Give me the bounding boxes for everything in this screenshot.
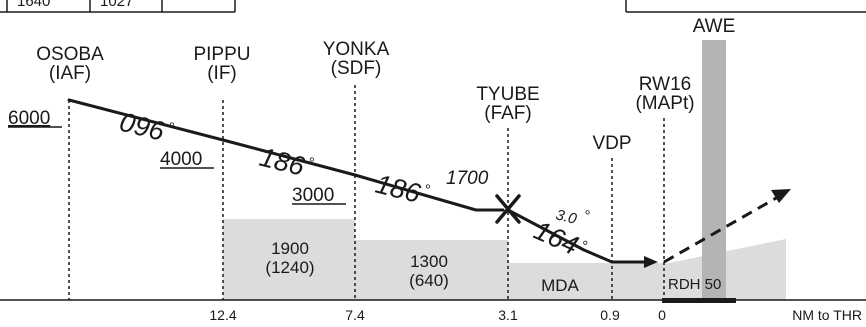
fix-role-osoba: (IAF) (49, 63, 91, 84)
svg-text:°: ° (306, 154, 316, 172)
distance-label: 12.4 (209, 307, 236, 323)
svg-text:096: 096 (117, 107, 169, 147)
terrain-block (612, 263, 664, 300)
fix-role-yonka: (SDF) (331, 58, 382, 79)
terrain-height: 1900 (271, 239, 309, 258)
terrain-height: 1300 (410, 252, 448, 271)
terrain-block (355, 240, 508, 300)
faf-cross-icon (495, 194, 521, 224)
distance-label: 3.1 (498, 307, 518, 323)
fix-role-tyube: (FAF) (484, 103, 532, 124)
distance-label: 7.4 (345, 307, 365, 323)
missed-approach-path (663, 195, 779, 264)
svg-text:186: 186 (373, 169, 425, 209)
segment-faf-mapt (506, 208, 650, 264)
svg-text:186: 186 (257, 142, 309, 182)
fix-name-vdp: VDP (592, 133, 631, 154)
fix-name-osoba: OSOBA (36, 44, 104, 65)
fix-name-pippu: PIPPU (193, 44, 250, 65)
course-label: 096 ° (117, 107, 176, 147)
altitude-pippu: 4000 (160, 149, 202, 170)
glide-angle-label: 3.0 ° (554, 206, 592, 228)
arrow-head-icon (644, 256, 658, 268)
obstacle-label: AWE (693, 16, 736, 37)
segment-if-sdf (221, 138, 357, 177)
terrain-block (508, 263, 612, 300)
obstacle-column (702, 40, 726, 300)
mda-label: MDA (541, 276, 579, 295)
terrain-block (223, 219, 355, 300)
fix-name-yonka: YONKA (323, 39, 390, 60)
fix-role-rw16: (MAPt) (635, 93, 694, 114)
distance-label: 0.9 (600, 307, 620, 323)
table-cell: 1027 (100, 0, 133, 10)
fix-name-tyube: TYUBE (476, 84, 539, 105)
svg-text:°: ° (166, 119, 176, 137)
terrain (223, 40, 786, 300)
svg-text:°: ° (422, 181, 432, 199)
top-table: 1640 1027 (0, 0, 866, 13)
fix-lines (68, 85, 665, 300)
terrain-clearance: (1240) (265, 258, 314, 277)
distance-unit: NM to THR (792, 307, 862, 323)
rdh-label: RDH 50 (668, 276, 721, 293)
segment-iaf-if (67, 98, 225, 142)
svg-text:3.0: 3.0 (554, 206, 579, 228)
fix-role-pippu: (IF) (207, 63, 237, 84)
altitude-tyube: 1700 (446, 168, 489, 189)
fix-name-rw16: RW16 (639, 74, 691, 95)
course-label: 186 ° (373, 169, 432, 209)
distance-label: 0 (658, 307, 666, 323)
terrain-clearance: (640) (409, 271, 449, 290)
svg-text:°: ° (582, 207, 592, 225)
altitude-osoba: 6000 (8, 108, 50, 129)
runway-bar (662, 298, 736, 303)
approach-path (67, 98, 650, 264)
table-cell: 1640 (17, 0, 50, 10)
missed-approach-arrow-icon (771, 189, 791, 203)
segment-sdf-faf (353, 173, 505, 212)
course-label: 186 ° (257, 142, 316, 182)
altitude-yonka: 3000 (292, 185, 334, 206)
